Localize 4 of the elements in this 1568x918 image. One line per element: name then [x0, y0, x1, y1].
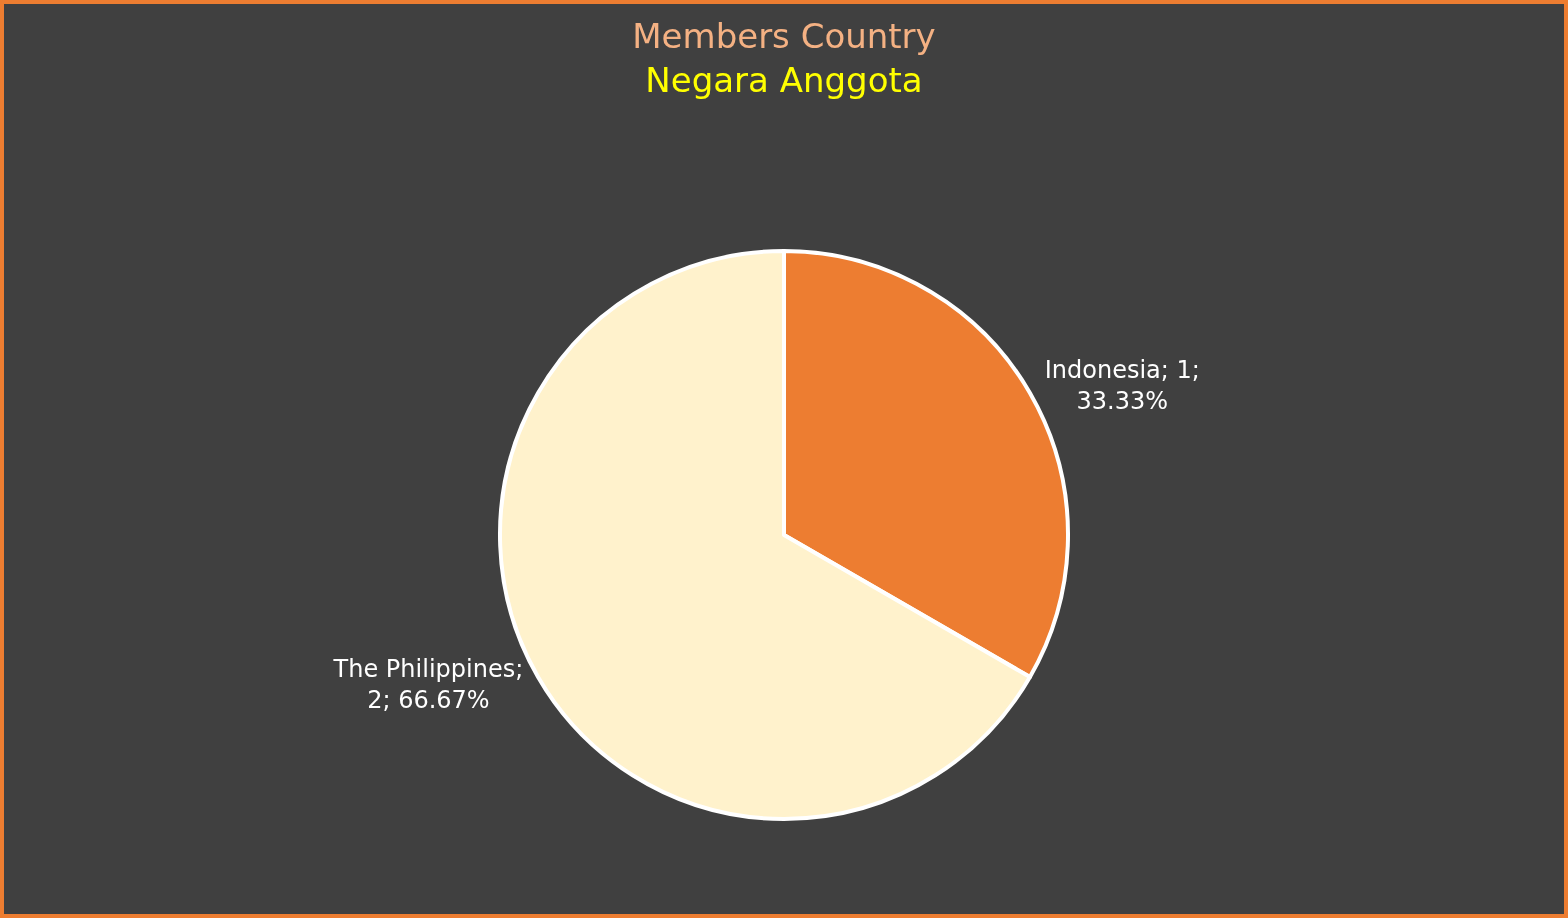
slice-label: The Philippines; 2; 66.67% — [332, 654, 524, 714]
chart-subtitle: Negara Anggota — [645, 60, 923, 101]
slice-label: Indonesia; 1; 33.33% — [1044, 356, 1200, 416]
chart-title: Members Country — [632, 16, 936, 56]
